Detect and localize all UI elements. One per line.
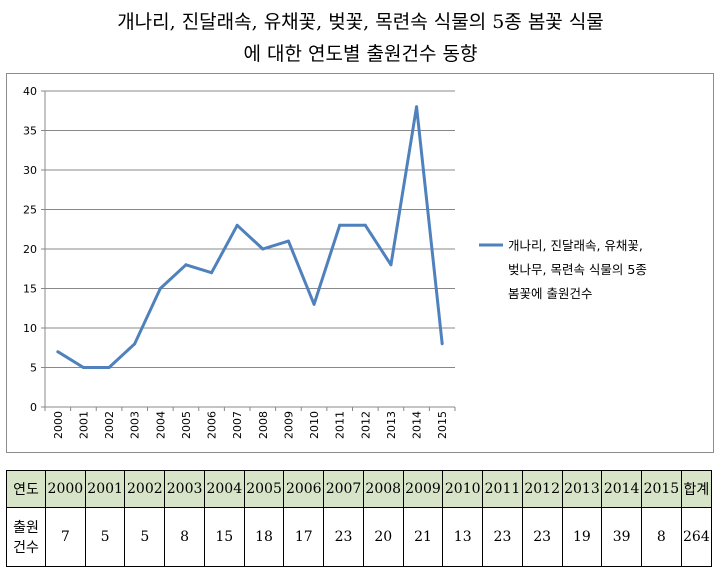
- data-point: [389, 263, 393, 267]
- chart-area: 0 5 10 15 20 25 30 35 40 2000 2001 2002 2003 2004 200…: [6, 73, 714, 453]
- header-year-cell: 2004: [203, 470, 245, 508]
- count-cell: 23: [482, 507, 523, 567]
- data-point: [261, 247, 265, 251]
- table-value-row: 출원 건수 7 5 5 8 15 18 17 23 20 21 13 23 23 19 39 8 264: [6, 507, 713, 567]
- series-line: [57, 105, 444, 369]
- count-cell: 13: [442, 507, 484, 567]
- data-point: [133, 342, 137, 346]
- count-cell: 5: [124, 507, 166, 567]
- count-cell: 7: [45, 507, 86, 567]
- header-year-cell: 2015: [641, 470, 682, 508]
- data-point: [235, 223, 239, 227]
- count-cell: 23: [323, 507, 364, 567]
- header-year-cell: 2009: [402, 470, 444, 508]
- y-tick-label: 40: [23, 85, 37, 98]
- row-label-cell: 출원 건수: [6, 507, 46, 567]
- y-tick-label: 0: [30, 401, 37, 414]
- legend-label: 봄꽃에 출원건수: [508, 286, 592, 301]
- x-tick-label: 2010: [308, 411, 321, 439]
- count-cell: 20: [362, 507, 404, 567]
- data-point: [81, 366, 85, 369]
- x-tick-label: 2004: [154, 411, 167, 439]
- count-cell: 17: [283, 507, 325, 567]
- series-layer: [56, 105, 444, 369]
- header-year-cell: 2002: [124, 470, 166, 508]
- y-axis: 0 5 10 15 20 25 30 35 40: [23, 85, 46, 414]
- count-cell: 15: [203, 507, 245, 567]
- header-year-cell: 2001: [84, 470, 126, 508]
- count-cell: 8: [164, 507, 205, 567]
- y-tick-label: 20: [23, 243, 37, 256]
- x-tick-label: 2011: [334, 411, 347, 439]
- data-point: [158, 287, 162, 290]
- data-point: [415, 105, 419, 109]
- header-year-cell: 2012: [521, 470, 563, 508]
- header-year-cell: 2003: [164, 470, 205, 508]
- data-point: [56, 350, 60, 354]
- count-cell: 18: [243, 507, 285, 567]
- count-cell: 5: [84, 507, 126, 567]
- legend-label: 개나리, 진달래속, 유채꽃,: [508, 238, 643, 253]
- count-cell: 19: [561, 507, 603, 567]
- header-total-cell: 합계: [680, 470, 713, 508]
- count-cell: 39: [601, 507, 643, 567]
- x-tick-label: 2003: [129, 411, 142, 439]
- y-tick-label: 35: [23, 125, 37, 138]
- y-tick-label: 25: [23, 204, 37, 217]
- legend-label: 벚나무, 목련속 식물의 5종: [508, 262, 647, 277]
- data-point: [338, 223, 342, 227]
- header-year-cell: 2007: [323, 470, 364, 508]
- chart-title: 개나리, 진달래속, 유채꽃, 벚꽃, 목련속 식물의 5종 봄꽃 식물 에 대…: [0, 6, 721, 70]
- count-cell: 8: [641, 507, 682, 567]
- x-tick-label: 2013: [385, 411, 398, 439]
- y-tick-label: 5: [30, 362, 37, 375]
- data-table: 연도 2000 2001 2002 2003 2004 2005 2006 2007 2008 2…: [6, 470, 713, 567]
- header-year-cell: 2000: [45, 470, 86, 508]
- data-point: [184, 263, 188, 267]
- header-year-cell: 2014: [601, 470, 643, 508]
- table-header-row: 연도 2000 2001 2002 2003 2004 2005 2006 2007 2008 2…: [6, 470, 713, 508]
- x-axis: 2000 2001 2002 2003 2004 2005 2006 2007 2008 2009…: [44, 407, 456, 439]
- title-line-2: 에 대한 연도별 출원건수 동향: [243, 43, 478, 65]
- count-cell: 21: [402, 507, 444, 567]
- total-cell: 264: [680, 507, 713, 567]
- count-cell: 23: [521, 507, 563, 567]
- header-year-cell: 2006: [283, 470, 325, 508]
- y-tick-label: 30: [23, 164, 37, 177]
- x-tick-label: 2007: [231, 411, 244, 439]
- header-year-cell: 2010: [442, 470, 484, 508]
- data-point: [210, 271, 214, 275]
- header-year-cell: 2005: [243, 470, 285, 508]
- x-tick-label: 2000: [52, 411, 65, 439]
- gridlines: [45, 90, 455, 408]
- x-tick-label: 2002: [103, 411, 116, 439]
- data-point: [312, 302, 316, 306]
- data-point: [107, 366, 111, 369]
- x-tick-label: 2014: [411, 411, 424, 439]
- header-year-cell: 2011: [482, 470, 523, 508]
- x-tick-label: 2009: [282, 411, 295, 439]
- data-point: [286, 239, 290, 243]
- data-point: [440, 342, 444, 346]
- y-tick-label: 10: [23, 322, 37, 335]
- data-point: [363, 223, 367, 227]
- header-label-cell: 연도: [6, 470, 46, 508]
- x-tick-label: 2012: [359, 411, 372, 439]
- y-tick-label: 15: [23, 283, 37, 296]
- x-tick-label: 2008: [257, 411, 270, 439]
- x-tick-label: 2001: [77, 411, 90, 439]
- x-tick-label: 2015: [436, 411, 449, 439]
- x-tick-label: 2005: [180, 411, 193, 439]
- x-tick-label: 2006: [206, 411, 219, 439]
- title-line-1: 개나리, 진달래속, 유채꽃, 벚꽃, 목련속 식물의 5종 봄꽃 식물: [117, 11, 604, 33]
- header-year-cell: 2008: [362, 470, 404, 508]
- header-year-cell: 2013: [561, 470, 603, 508]
